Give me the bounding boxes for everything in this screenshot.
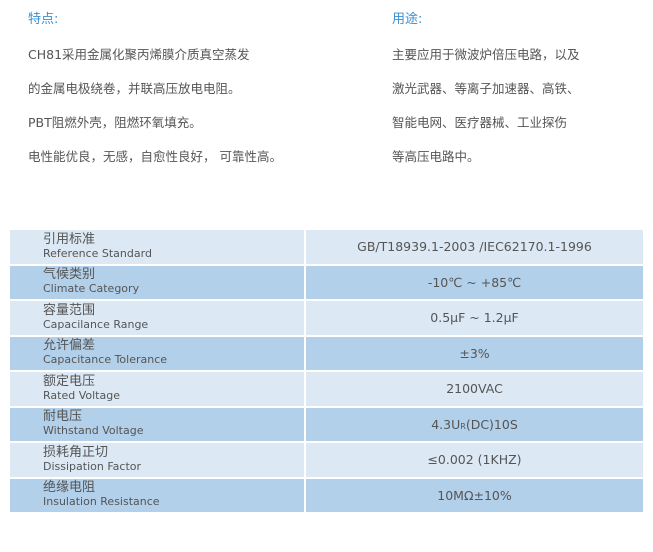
spec-label: 耐电压 Withstand Voltage [8, 405, 306, 443]
feature-line: CH81采用金属化聚丙烯膜介质真空蒸发 [28, 47, 250, 62]
spec-table: 引用标准 Reference Standard GB/T18939.1-2003 /… [8, 228, 645, 514]
value-subscript: R [460, 421, 466, 431]
label-en: Dissipation Factor [43, 459, 142, 473]
features-section: 特点: CH81采用金属化聚丙烯膜介质真空蒸发 的金属电极绕卷，并联高压放电电阻… [28, 11, 282, 182]
spec-value: ±3% [304, 334, 645, 372]
spec-value: GB/T18939.1-2003 /IEC62170.1-1996 [304, 228, 645, 266]
table-row: 绝缘电阻 Insulation Resistance 10MΩ±10% [8, 476, 645, 514]
table-row: 损耗角正切 Dissipation Factor ≤0.002 (1KHZ) [8, 441, 645, 479]
features-title: 特点: [28, 12, 59, 27]
spec-label: 损耗角正切 Dissipation Factor [8, 441, 306, 479]
label-en: Reference Standard [43, 246, 152, 260]
uses-section: 用途: 主要应用于微波炉倍压电路，以及 激光武器、等离子加速器、高铁、 智能电网… [392, 11, 580, 182]
table-row: 引用标准 Reference Standard GB/T18939.1-2003 /… [8, 228, 645, 266]
label-en: Climate Category [43, 282, 140, 296]
feature-line: PBT阻燃外壳，阻燃环氧填充。 [28, 115, 202, 130]
spec-value: 0.5μF ~ 1.2μF [304, 299, 645, 337]
value-part: 4.3U [431, 416, 461, 432]
spec-value: 2100VAC [304, 370, 645, 408]
label-cn: 损耗角正切 [43, 444, 109, 460]
label-cn: 气候类别 [43, 267, 96, 283]
value-part: (DC)10S [465, 416, 518, 432]
label-cn: 引用标准 [43, 231, 96, 247]
spec-label: 允许偏差 Capacitance Tolerance [8, 334, 306, 372]
use-line: 主要应用于微波炉倍压电路，以及 [392, 47, 580, 62]
label-cn: 绝缘电阻 [43, 480, 96, 496]
spec-value: -10℃ ~ +85℃ [304, 263, 645, 301]
table-row: 允许偏差 Capacitance Tolerance ±3% [8, 334, 645, 372]
spec-label: 额定电压 Rated Voltage [8, 370, 306, 408]
use-line: 等高压电路中。 [392, 149, 480, 164]
table-row: 耐电压 Withstand Voltage 4.3UR(DC)10S [8, 405, 645, 443]
use-line: 激光武器、等离子加速器、高铁、 [392, 81, 580, 96]
label-en: Capacilance Range [43, 317, 149, 331]
label-cn: 额定电压 [43, 373, 96, 389]
spec-value: 4.3UR(DC)10S [304, 405, 645, 443]
spec-label: 容量范围 Capacilance Range [8, 299, 306, 337]
table-row: 容量范围 Capacilance Range 0.5μF ~ 1.2μF [8, 299, 645, 337]
label-cn: 耐电压 [43, 409, 83, 425]
spec-value: ≤0.002 (1KHZ) [304, 441, 645, 479]
feature-line: 的金属电极绕卷，并联高压放电电阻。 [28, 81, 241, 96]
label-en: Capacitance Tolerance [43, 353, 168, 367]
label-en: Rated Voltage [43, 388, 120, 402]
spec-label: 引用标准 Reference Standard [8, 228, 306, 266]
table-row: 额定电压 Rated Voltage 2100VAC [8, 370, 645, 408]
label-en: Insulation Resistance [43, 495, 160, 509]
table-row: 气候类别 Climate Category -10℃ ~ +85℃ [8, 263, 645, 301]
spec-label: 绝缘电阻 Insulation Resistance [8, 476, 306, 514]
spec-value: 10MΩ±10% [304, 476, 645, 514]
feature-line: 电性能优良，无感，自愈性良好， 可靠性高。 [28, 149, 282, 164]
uses-title: 用途: [392, 12, 423, 27]
label-en: Withstand Voltage [43, 424, 144, 438]
use-line: 智能电网、医疗器械、工业探伤 [392, 115, 568, 130]
spec-label: 气候类别 Climate Category [8, 263, 306, 301]
label-cn: 允许偏差 [43, 338, 96, 354]
label-cn: 容量范围 [43, 302, 96, 318]
